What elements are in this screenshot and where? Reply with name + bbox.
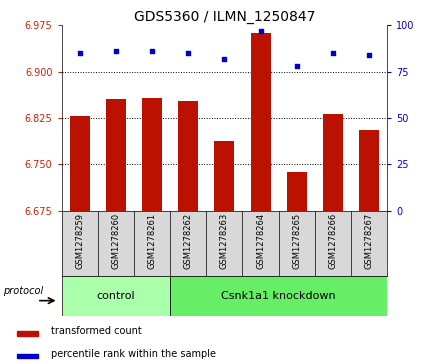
Bar [17, 331, 38, 336]
Bar [287, 172, 307, 211]
Bar [70, 116, 90, 211]
Point [112, 48, 119, 54]
Text: GSM1278263: GSM1278263 [220, 212, 229, 269]
Point [76, 50, 83, 56]
Bar [251, 33, 271, 211]
Text: transformed count: transformed count [51, 326, 142, 336]
Bar [323, 114, 343, 211]
Bar [359, 130, 379, 211]
Point [293, 63, 300, 69]
Text: GSM1278266: GSM1278266 [328, 212, 337, 269]
Title: GDS5360 / ILMN_1250847: GDS5360 / ILMN_1250847 [134, 11, 315, 24]
Text: control: control [96, 291, 135, 301]
Text: GSM1278264: GSM1278264 [256, 212, 265, 269]
Point [330, 50, 337, 56]
Point [366, 52, 373, 58]
Bar [170, 276, 387, 316]
Point [257, 28, 264, 34]
Text: Csnk1a1 knockdown: Csnk1a1 knockdown [221, 291, 336, 301]
Text: GSM1278260: GSM1278260 [111, 212, 121, 269]
Bar [214, 142, 235, 211]
Bar [62, 276, 170, 316]
Point [221, 56, 228, 62]
Bar [17, 354, 38, 358]
Bar [178, 101, 198, 211]
Bar [142, 98, 162, 211]
Bar [106, 99, 126, 211]
Text: GSM1278267: GSM1278267 [365, 212, 374, 269]
Text: protocol: protocol [3, 286, 43, 296]
Point [149, 48, 156, 54]
Text: GSM1278259: GSM1278259 [75, 212, 84, 269]
Point [185, 50, 192, 56]
Text: GSM1278265: GSM1278265 [292, 212, 301, 269]
Text: percentile rank within the sample: percentile rank within the sample [51, 348, 216, 359]
Text: GSM1278262: GSM1278262 [184, 212, 193, 269]
Text: GSM1278261: GSM1278261 [147, 212, 157, 269]
